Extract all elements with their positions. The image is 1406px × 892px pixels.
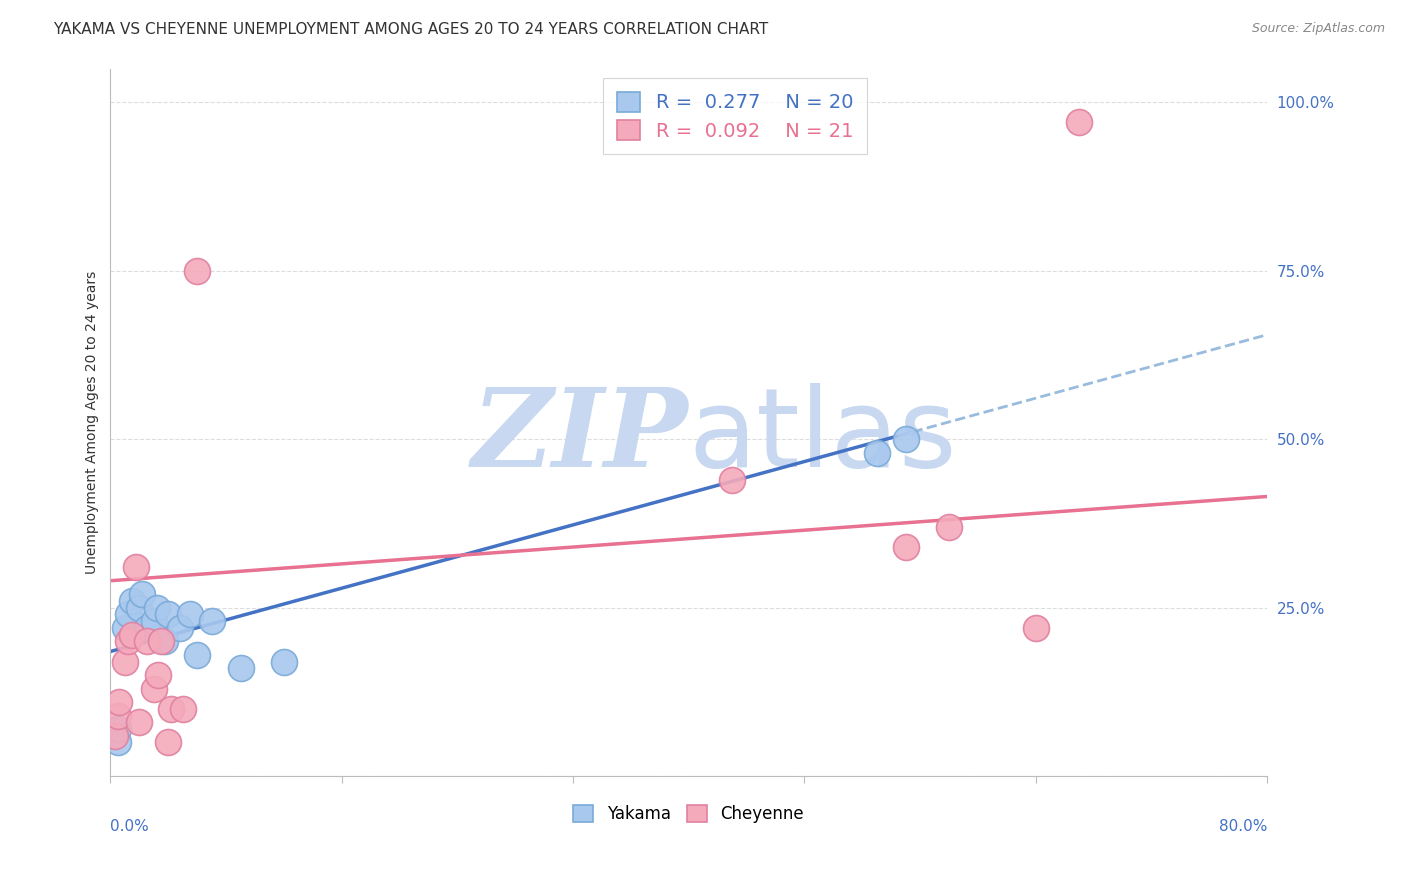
Point [172, 702, 194, 716]
Point [108, 695, 131, 709]
Point [107, 708, 129, 723]
Point [169, 621, 191, 635]
Point [121, 627, 143, 641]
Point [273, 655, 295, 669]
Point [179, 607, 201, 622]
Point [1067, 115, 1090, 129]
Point [135, 621, 157, 635]
Text: ZIP: ZIP [472, 383, 689, 491]
Point [157, 735, 180, 749]
Point [125, 560, 148, 574]
Point [142, 681, 165, 696]
Point [150, 634, 173, 648]
Point [107, 735, 129, 749]
Point [186, 263, 208, 277]
Point [128, 600, 150, 615]
Text: Source: ZipAtlas.com: Source: ZipAtlas.com [1251, 22, 1385, 36]
Legend: Yakama, Cheyenne: Yakama, Cheyenne [565, 797, 813, 831]
Point [186, 648, 208, 662]
Point [866, 445, 889, 459]
Point [104, 729, 127, 743]
Point [142, 614, 165, 628]
Point [229, 661, 252, 675]
Point [157, 607, 180, 622]
Point [155, 634, 177, 648]
Text: 0.0%: 0.0% [111, 819, 149, 834]
Y-axis label: Unemployment Among Ages 20 to 24 years: Unemployment Among Ages 20 to 24 years [86, 271, 100, 574]
Point [721, 473, 744, 487]
Point [160, 702, 183, 716]
Point [128, 715, 150, 730]
Point [135, 634, 157, 648]
Point [131, 587, 153, 601]
Point [894, 540, 917, 554]
Text: 80.0%: 80.0% [1219, 819, 1267, 834]
Text: atlas: atlas [689, 383, 957, 490]
Text: YAKAMA VS CHEYENNE UNEMPLOYMENT AMONG AGES 20 TO 24 YEARS CORRELATION CHART: YAKAMA VS CHEYENNE UNEMPLOYMENT AMONG AG… [53, 22, 769, 37]
Point [201, 614, 224, 628]
Point [894, 432, 917, 446]
Point [146, 668, 169, 682]
Point [114, 655, 136, 669]
Point [107, 722, 129, 736]
Point [1025, 621, 1047, 635]
Point [145, 600, 167, 615]
Point [114, 621, 136, 635]
Point [121, 594, 143, 608]
Point [938, 520, 960, 534]
Point [117, 634, 139, 648]
Point [117, 607, 139, 622]
